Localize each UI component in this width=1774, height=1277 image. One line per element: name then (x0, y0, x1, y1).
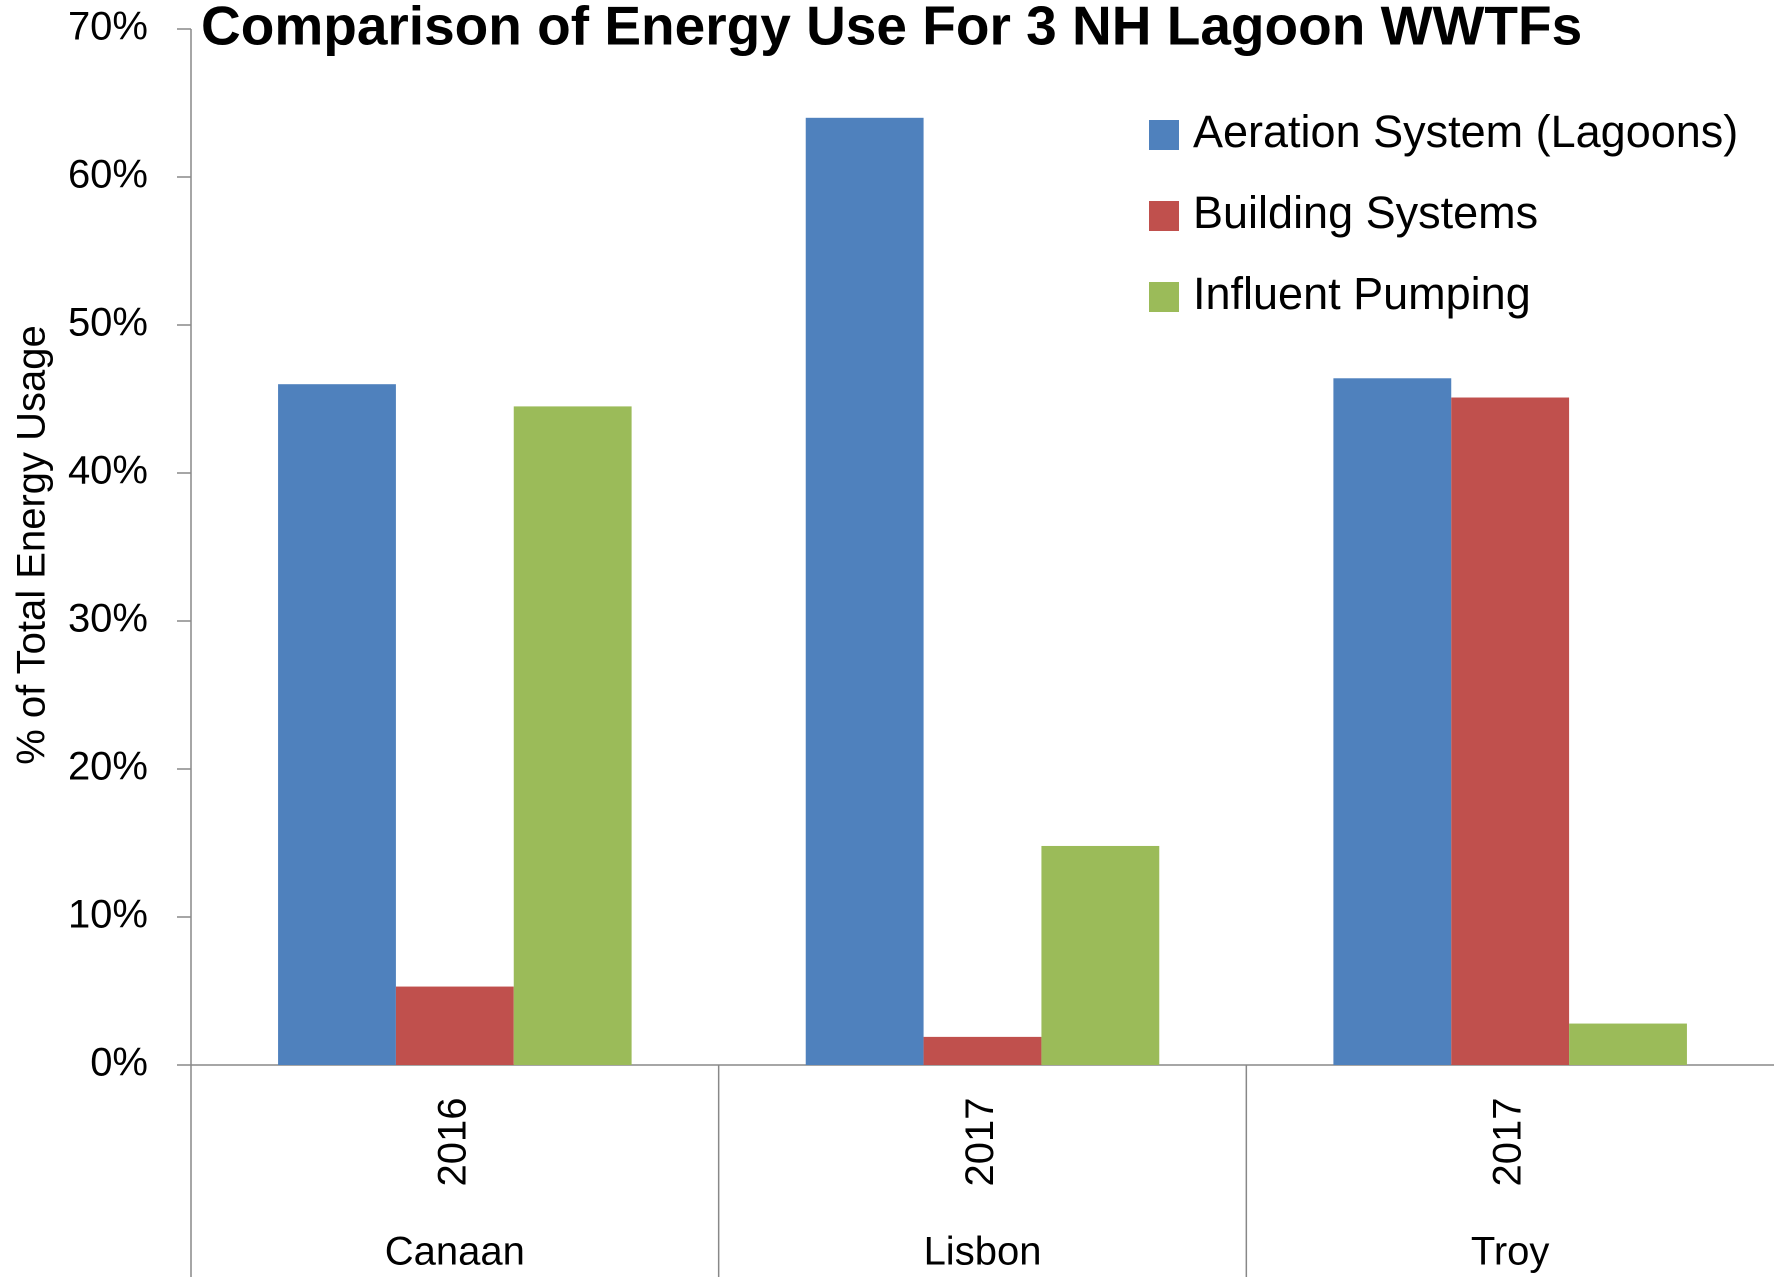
x-tick-label: Canaan (385, 1230, 525, 1274)
y-tick-label: 20% (68, 745, 148, 789)
bar (1333, 378, 1452, 1065)
legend-swatch (1149, 282, 1179, 312)
legend-label: Building Systems (1193, 187, 1538, 238)
y-tick-label: 0% (90, 1041, 148, 1085)
bar (1569, 1023, 1687, 1065)
x-tick-label: Lisbon (924, 1230, 1042, 1274)
y-tick-label: 60% (68, 153, 148, 197)
chart-title: Comparison of Energy Use For 3 NH Lagoon… (201, 0, 1582, 57)
x-sub-label: 2016 (430, 1098, 474, 1187)
y-tick-label: 70% (68, 5, 148, 49)
y-tick-label: 10% (68, 893, 148, 937)
bar (805, 117, 924, 1066)
bar (513, 406, 632, 1065)
x-sub-label: 2017 (1486, 1098, 1530, 1187)
bar (278, 384, 396, 1065)
y-tick-label: 40% (68, 449, 148, 493)
bar (395, 986, 514, 1065)
x-tick-label: Troy (1471, 1230, 1550, 1274)
bar (923, 1036, 1042, 1065)
legend-swatch (1149, 120, 1179, 150)
x-sub-label: 2017 (958, 1098, 1002, 1187)
legend-label: Influent Pumping (1193, 268, 1531, 319)
y-axis-label: % of Total Energy Usage (10, 325, 54, 765)
bar (1041, 845, 1160, 1065)
legend-swatch (1149, 201, 1179, 231)
y-tick-label: 30% (68, 597, 148, 641)
bar (1451, 397, 1570, 1065)
legend-label: Aeration System (Lagoons) (1193, 106, 1738, 157)
y-tick-label: 50% (68, 301, 148, 345)
